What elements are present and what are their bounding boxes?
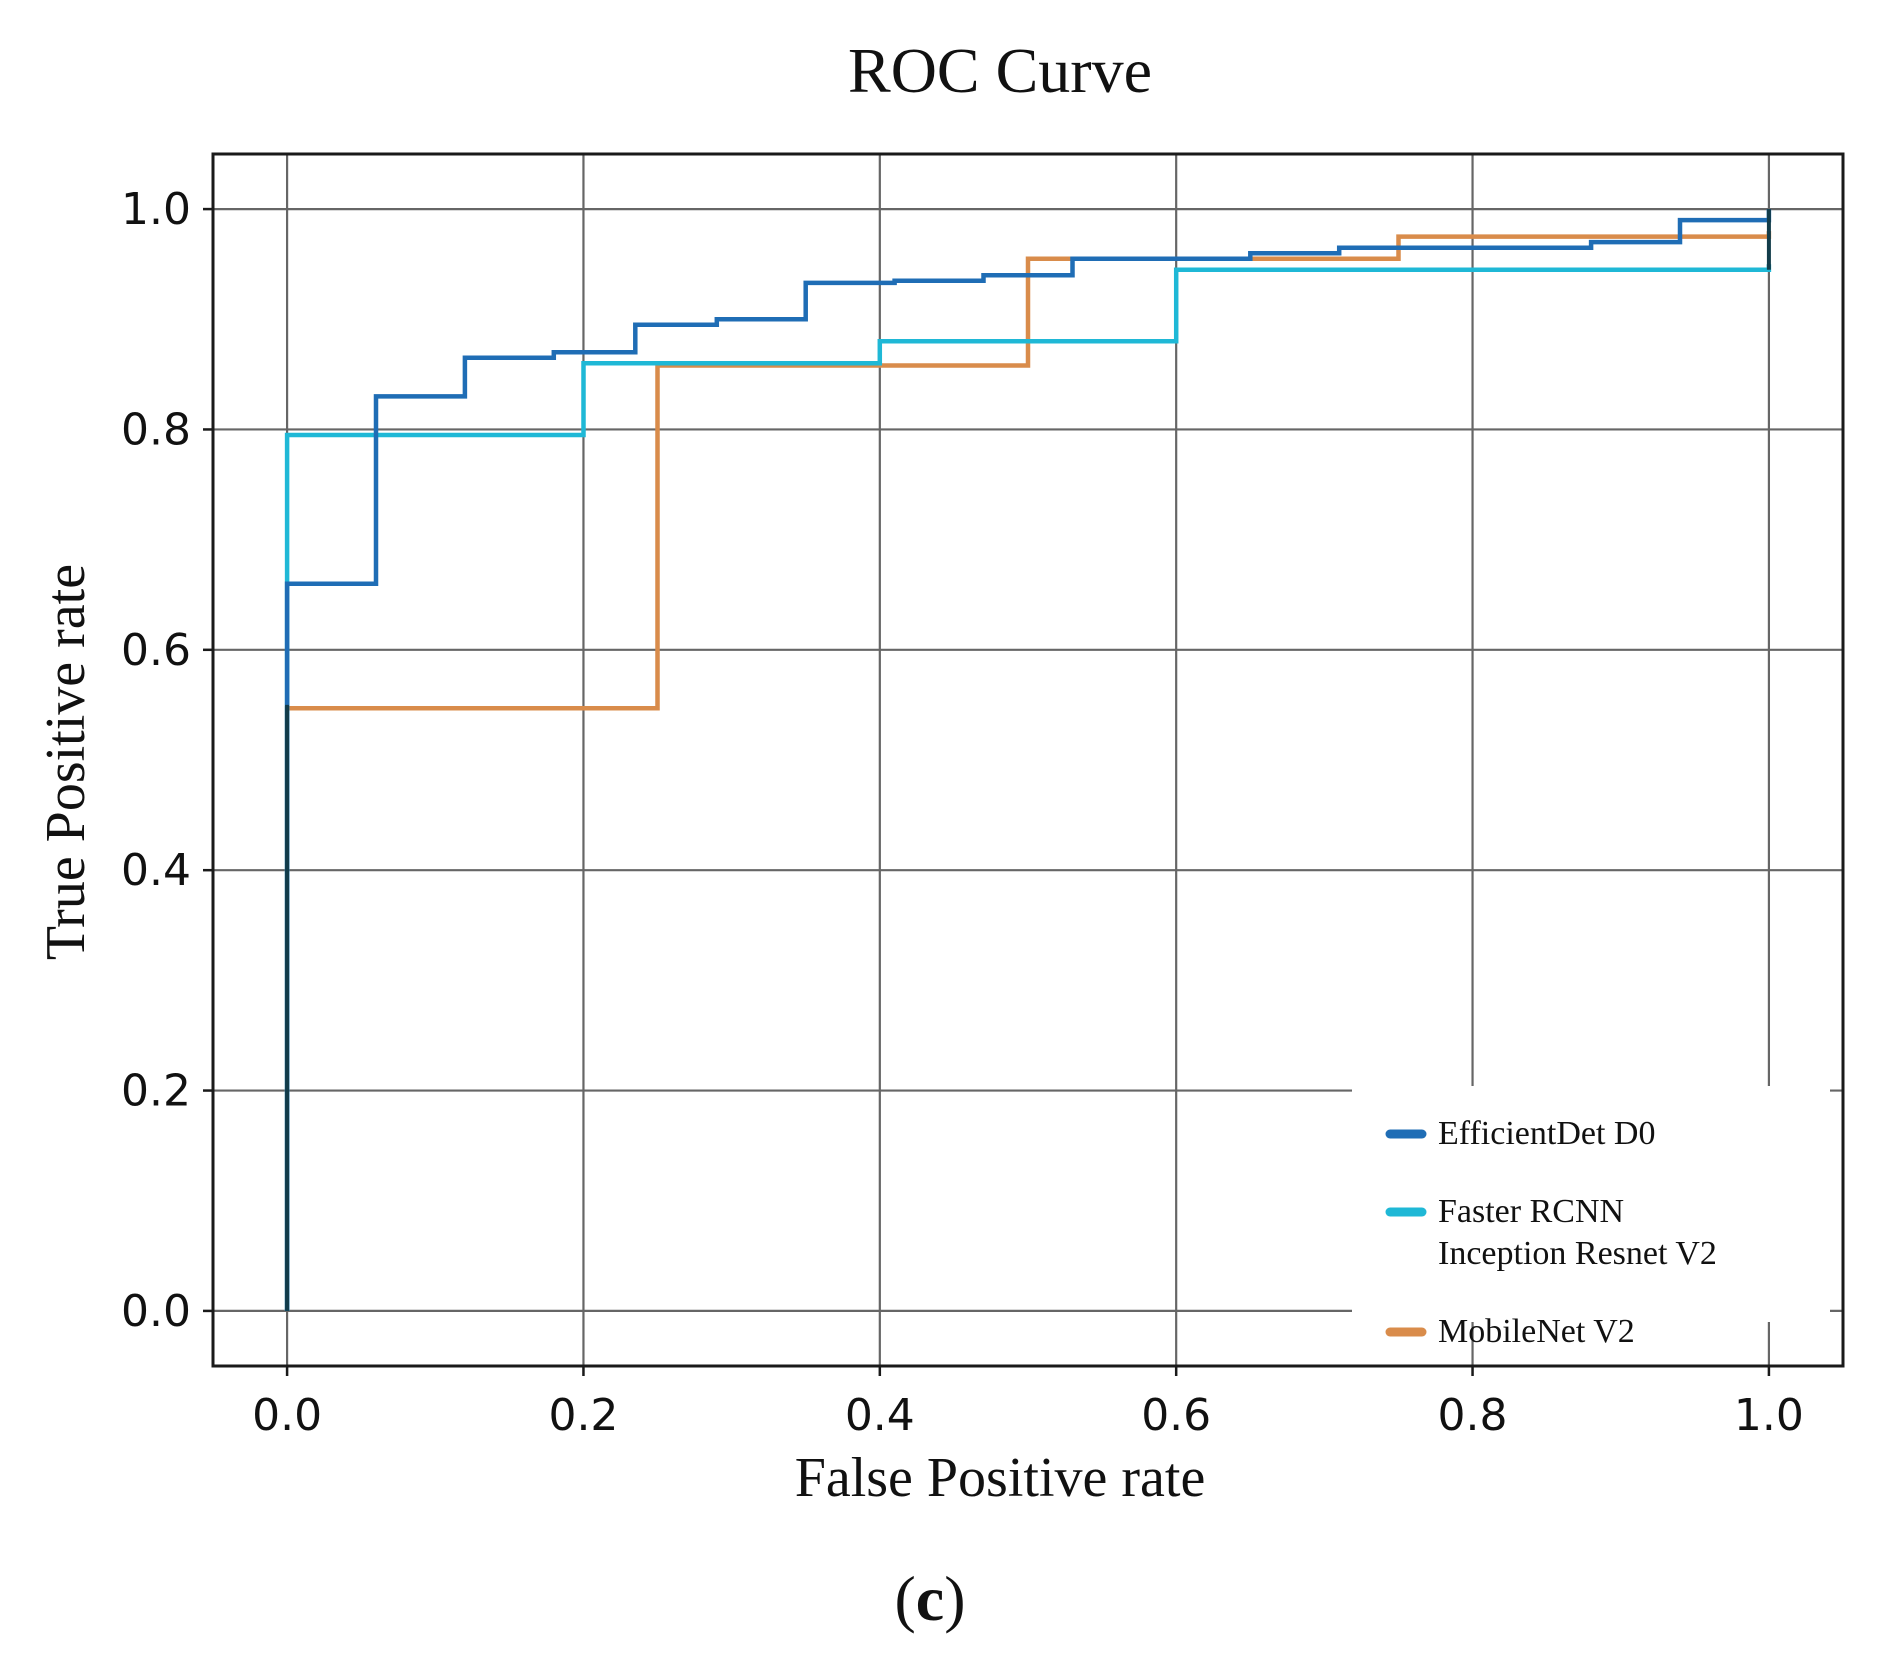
y-tick-label-3: 0.6 bbox=[121, 625, 191, 676]
x-tick-label-0: 0.0 bbox=[252, 1390, 322, 1441]
caption-letter: c bbox=[916, 1563, 944, 1634]
y-tick-label-0: 0.0 bbox=[121, 1286, 191, 1337]
y-tick-label-1: 0.2 bbox=[121, 1066, 191, 1117]
legend-box bbox=[1352, 1086, 1830, 1322]
caption-close: ) bbox=[944, 1563, 965, 1634]
y-tick-label-5: 1.0 bbox=[121, 184, 191, 235]
x-tick-label-5: 1.0 bbox=[1734, 1390, 1804, 1441]
subfigure-caption: (c) bbox=[894, 1563, 965, 1634]
legend-label-0-0: EfficientDet D0 bbox=[1438, 1115, 1655, 1152]
y-tick-label-4: 0.8 bbox=[121, 404, 191, 455]
caption-open: ( bbox=[894, 1563, 915, 1634]
x-tick-label-1: 0.2 bbox=[548, 1390, 618, 1441]
legend-label-1-0: Faster RCNN bbox=[1438, 1193, 1624, 1230]
series-line-efficientdet-d0 bbox=[284, 209, 1772, 1311]
chart-title: ROC Curve bbox=[848, 35, 1152, 106]
x-tick-label-4: 0.8 bbox=[1438, 1390, 1508, 1441]
series-lines bbox=[284, 209, 1772, 1311]
axis-ticks: 0.0 0.2 0.4 0.6 0.8 1.0 0.0 0.2 0.4 0.6 0.8 1.0 bbox=[121, 184, 1804, 1441]
legend: EfficientDet D0 Faster RCNN Inception Resn… bbox=[1352, 1086, 1830, 1350]
x-tick-label-2: 0.4 bbox=[845, 1390, 915, 1441]
y-axis-label: True Positive rate bbox=[35, 564, 97, 960]
plot-area-frame bbox=[211, 152, 1845, 1368]
legend-label-1-1: Inception Resnet V2 bbox=[1438, 1235, 1717, 1272]
series-line-faster-rcnn-inception-resnet-v2 bbox=[284, 264, 1772, 1311]
x-axis-label: False Positive rate bbox=[795, 1447, 1206, 1509]
x-tick-label-3: 0.6 bbox=[1141, 1390, 1211, 1441]
y-tick-label-2: 0.4 bbox=[121, 845, 191, 896]
series-line-mobilenet-v2 bbox=[284, 231, 1772, 1311]
legend-label-2-0: MobileNet V2 bbox=[1438, 1313, 1635, 1350]
